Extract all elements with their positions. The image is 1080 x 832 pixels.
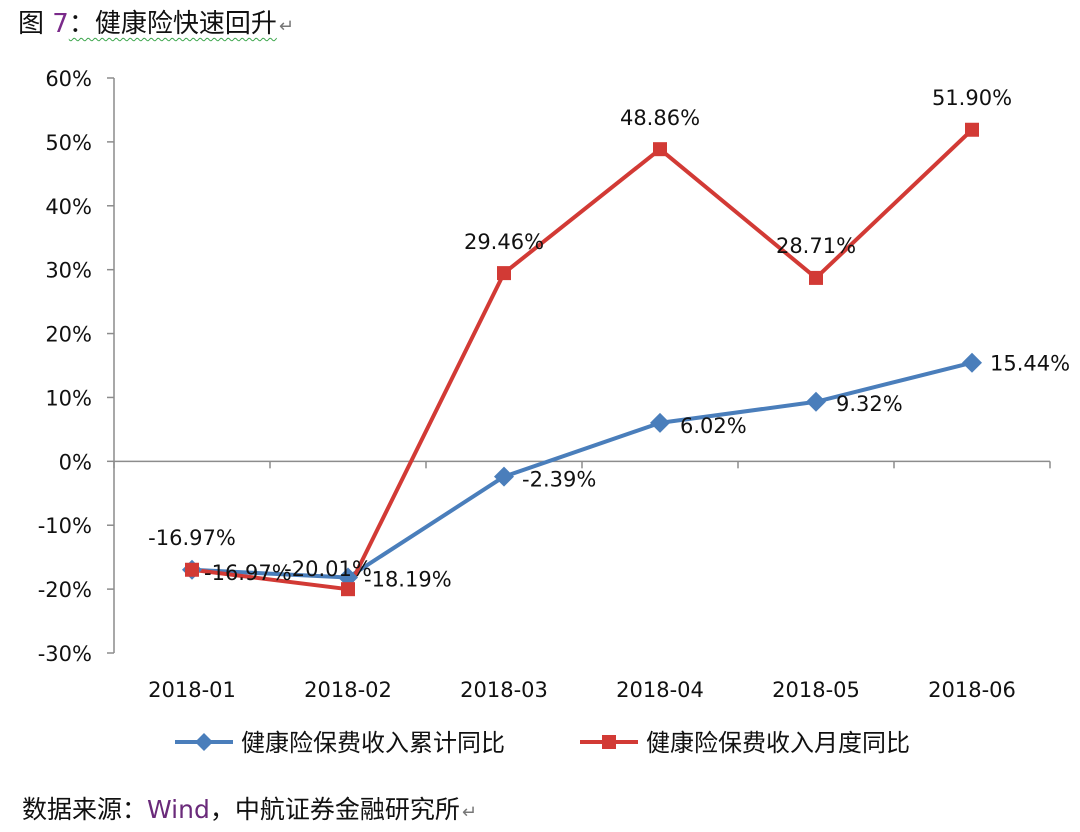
data-source-note: 数据来源：Wind，中航证券金融研究所 ↵: [22, 793, 477, 830]
data-labels-layer: -16.97% -18.19% -2.39% 6.02% 9.32% 15.44% -16.…: [148, 86, 1070, 592]
series-point-square: [653, 142, 667, 157]
figure-title-text: ：健康险快速回升: [68, 9, 277, 39]
series-point-diamond: [962, 352, 982, 373]
data-label: 15.44%: [990, 352, 1070, 376]
y-tick-label: -20%: [38, 578, 92, 602]
figure-title: 图 7：健康险快速回升 ↵: [18, 6, 294, 45]
y-tick-label: 60%: [45, 67, 92, 91]
figure-label-prefix: 图: [18, 9, 53, 39]
data-label: 29.46%: [464, 230, 544, 254]
series-point-square: [965, 122, 979, 137]
x-tick-label: 2018-02: [304, 678, 392, 702]
data-label: -16.97%: [148, 526, 236, 550]
source-return-mark-icon: ↵: [461, 802, 477, 823]
data-label: -16.97%: [204, 561, 292, 585]
return-mark-icon: ↵: [278, 16, 294, 37]
y-tick-label: -10%: [38, 514, 92, 538]
axes-layer: -30% -20% -10% 0% 10% 20% 30% 40% 50% 60% 2018-01 2…: [38, 67, 1051, 702]
legend: 健康险保费收入累计同比 健康险保费收入月度同比: [175, 729, 910, 757]
figure-number: 7: [52, 9, 69, 39]
data-label: -18.19%: [364, 568, 452, 592]
source-wind: Wind: [147, 795, 210, 824]
series-point-square: [341, 582, 355, 597]
series-point-diamond: [806, 391, 826, 412]
series-layer: [182, 122, 982, 597]
y-tick-label: 50%: [45, 131, 92, 155]
x-tick-label: 2018-04: [616, 678, 704, 702]
y-tick-label: -30%: [38, 642, 92, 666]
x-tick-label: 2018-05: [772, 678, 860, 702]
x-tick-label: 2018-06: [928, 678, 1016, 702]
series-line: [191, 128, 974, 592]
source-text: ，中航证券金融研究所: [209, 795, 460, 824]
series-line: [191, 360, 973, 580]
source-prefix: 数据来源：: [22, 795, 148, 824]
y-tick-label: 0%: [59, 450, 92, 474]
series-point-square: [809, 270, 823, 285]
x-tick-label: 2018-01: [148, 678, 236, 702]
series-point-square: [497, 266, 511, 281]
y-tick-label: 10%: [45, 386, 92, 410]
data-label: -20.01%: [284, 557, 372, 581]
legend-label: 健康险保费收入累计同比: [241, 729, 505, 757]
data-label: 6.02%: [680, 414, 747, 438]
y-tick-label: 30%: [45, 259, 92, 283]
data-label: 9.32%: [836, 392, 903, 416]
series-point-diamond: [494, 466, 514, 487]
data-label: 51.90%: [932, 86, 1012, 110]
y-tick-label: 40%: [45, 195, 92, 219]
data-label: -2.39%: [522, 468, 596, 492]
series-point-square: [185, 562, 199, 577]
x-tick-label: 2018-03: [460, 678, 548, 702]
y-tick-label: 20%: [45, 323, 92, 347]
legend-marker-diamond: [195, 733, 213, 751]
data-label: 48.86%: [620, 106, 700, 130]
legend-marker-square: [602, 735, 616, 749]
data-label: 28.71%: [776, 234, 856, 258]
series-point-diamond: [650, 412, 670, 433]
legend-label: 健康险保费收入月度同比: [646, 729, 910, 757]
